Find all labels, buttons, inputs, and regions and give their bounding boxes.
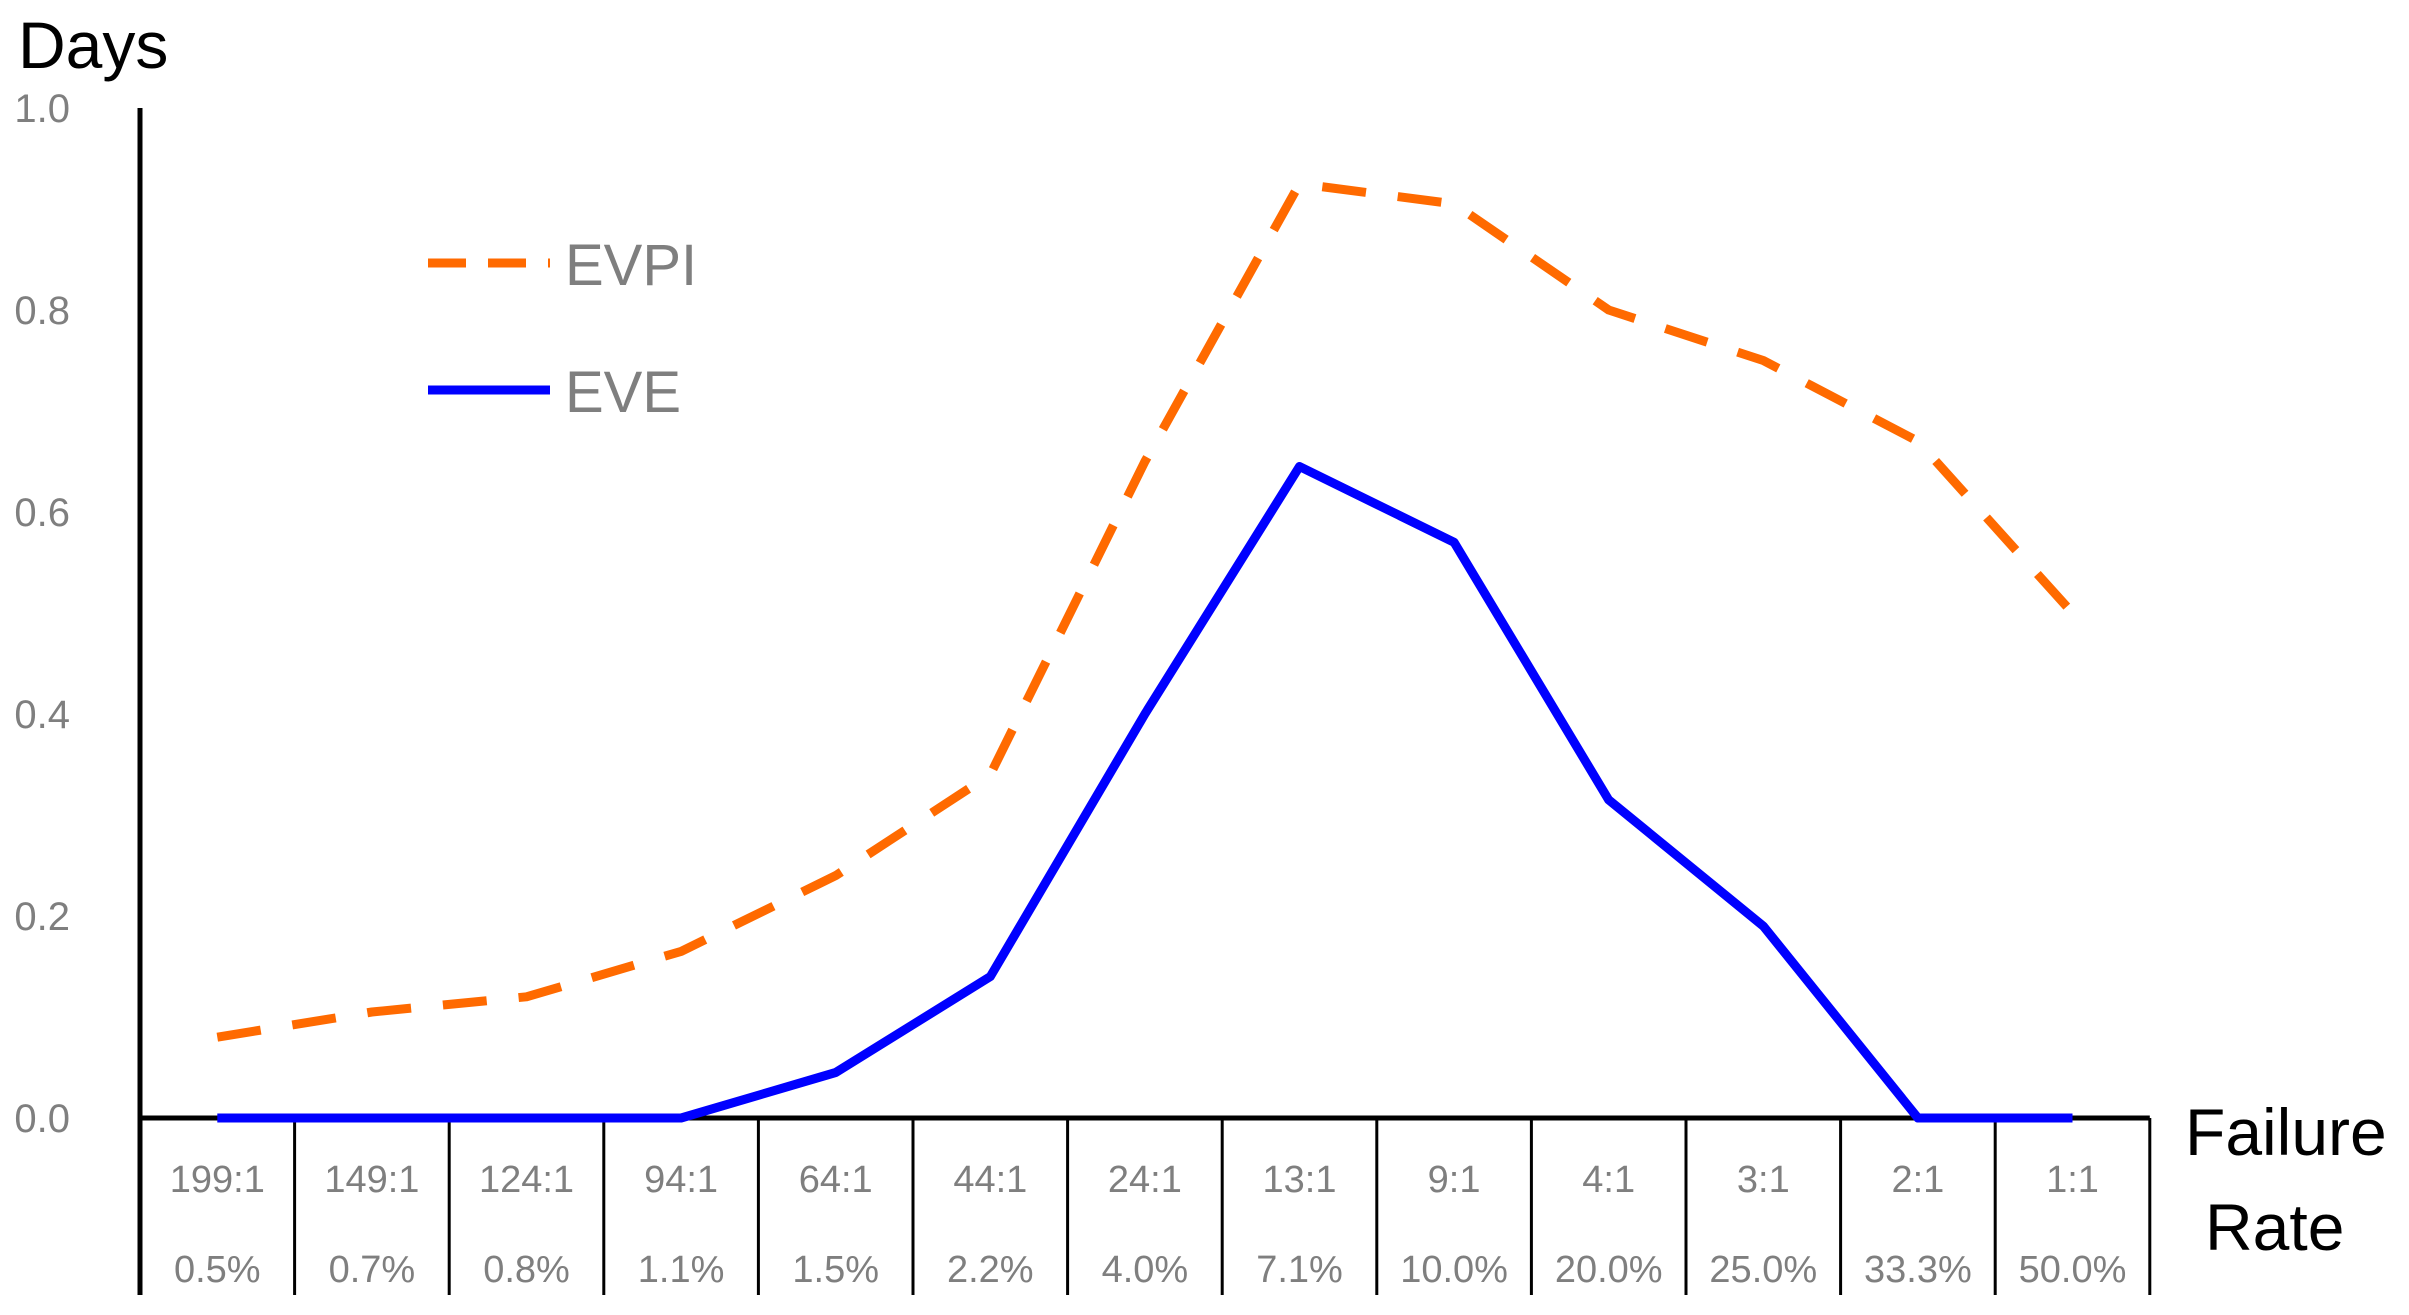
y-tick-label: 0.0 (14, 1097, 70, 1141)
x-tick-percent-label: 0.5% (174, 1249, 261, 1291)
x-axis-title-line1: Failure (2185, 1095, 2387, 1169)
x-tick-ratio-label: 64:1 (799, 1159, 873, 1201)
x-tick-ratio-label: 3:1 (1737, 1159, 1790, 1201)
series-line-evpi (216, 179, 2076, 1042)
y-axis-title: Days (18, 8, 168, 82)
x-tick-percent-label: 33.3% (1864, 1249, 1972, 1291)
x-tick-ratio-label: 9:1 (1428, 1159, 1481, 1201)
x-tick-percent-label: 0.8% (483, 1249, 570, 1291)
y-tick-label: 0.4 (14, 693, 70, 737)
y-tick-label: 1.0 (14, 87, 70, 131)
x-tick-ratio-label: 4:1 (1582, 1159, 1635, 1201)
x-tick-ratio-label: 24:1 (1108, 1159, 1182, 1201)
x-tick-ratio-label: 124:1 (479, 1159, 574, 1201)
y-tick-label: 0.6 (14, 491, 70, 535)
x-tick-percent-label: 0.7% (329, 1249, 416, 1291)
y-axis: 0.0 0.2 0.4 0.6 0.8 1.0 (14, 87, 143, 1295)
x-tick-ratio-label: 44:1 (953, 1159, 1027, 1201)
x-tick-percent-label: 10.0% (1400, 1249, 1508, 1291)
x-tick-ratio-label: 13:1 (1263, 1159, 1337, 1201)
x-tick-ratio-label: 199:1 (170, 1159, 265, 1201)
x-tick-ratio-label: 1:1 (2046, 1159, 2099, 1201)
x-tick-percent-label: 25.0% (1709, 1249, 1817, 1291)
x-tick-ratio-label: 94:1 (644, 1159, 718, 1201)
legend-label-evpi: EVPI (565, 233, 697, 298)
series-lines (216, 179, 2076, 1123)
x-tick-labels: 199:1 0.5% 149:1 0.7% 124:1 0.8% 94:1 1.1% 64:1 1… (170, 1159, 2127, 1291)
x-tick-percent-label: 7.1% (1256, 1249, 1343, 1291)
x-tick-percent-label: 2.2% (947, 1249, 1034, 1291)
x-tick-ratio-label: 149:1 (324, 1159, 419, 1201)
x-tick-percent-label: 1.5% (792, 1249, 879, 1291)
x-axis-title-line2: Rate (2205, 1190, 2344, 1264)
legend-label-eve: EVE (565, 360, 681, 425)
x-tick-percent-label: 4.0% (1102, 1249, 1189, 1291)
y-tick-label: 0.8 (14, 289, 70, 333)
legend: EVPI EVE (428, 233, 697, 425)
x-tick-percent-label: 1.1% (638, 1249, 725, 1291)
x-tick-percent-label: 20.0% (1555, 1249, 1663, 1291)
y-tick-label: 0.2 (14, 895, 70, 939)
x-tick-percent-label: 50.0% (2019, 1249, 2127, 1291)
series-line-eve (217, 462, 2073, 1123)
x-tick-ratio-label: 2:1 (1891, 1159, 1944, 1201)
